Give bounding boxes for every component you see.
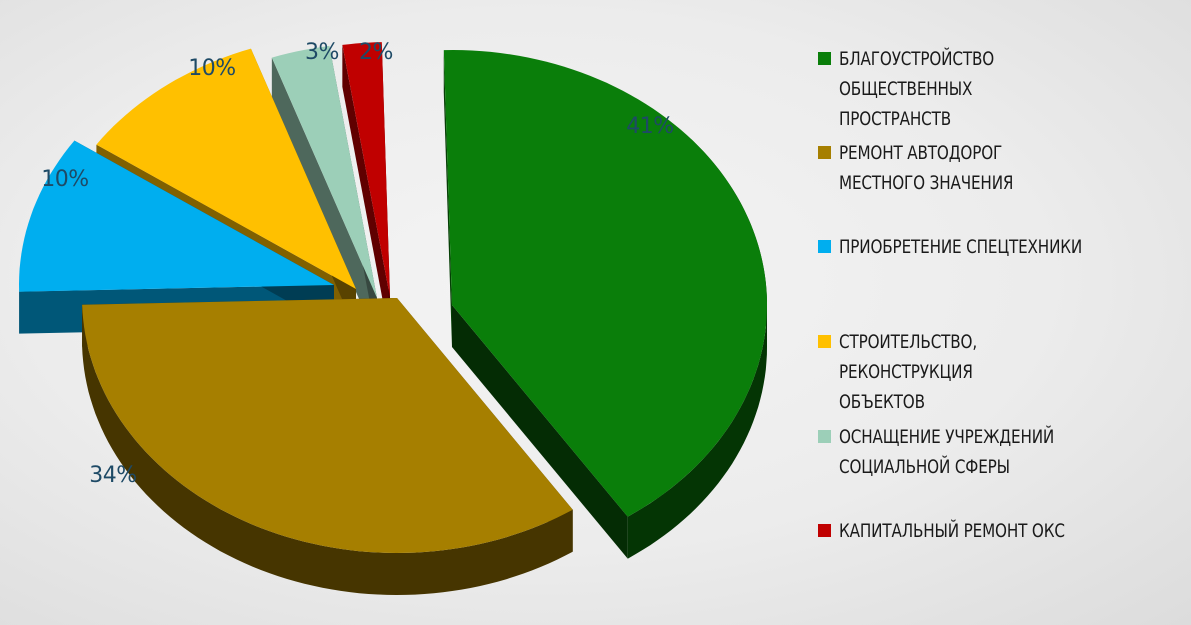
legend-swatch bbox=[818, 52, 831, 65]
pie-value-label: 10% bbox=[188, 56, 235, 81]
legend-label: РЕМОНТ АВТОДОРОГ МЕСТНОГО ЗНАЧЕНИЯ bbox=[839, 142, 1014, 194]
pie-slice-special-equipment bbox=[19, 140, 334, 292]
legend-item-social-institutions: ОСНАЩЕНИЕ УЧРЕЖДЕНИЙ СОЦИАЛЬНОЙ СФЕРЫ bbox=[818, 422, 1178, 482]
legend-item-construction: СТРОИТЕЛЬСТВО, РЕКОНСТРУКЦИЯ ОБЪЕКТОВ bbox=[818, 327, 1178, 417]
pie-chart: 41% 34% 10% 10% 3% 2% bbox=[19, 40, 767, 595]
legend-label: СТРОИТЕЛЬСТВО, РЕКОНСТРУКЦИЯ ОБЪЕКТОВ bbox=[839, 331, 978, 413]
pie-slice-capital-repair bbox=[342, 42, 390, 297]
pie-value-label: 41% bbox=[626, 114, 673, 139]
legend-swatch bbox=[818, 240, 831, 253]
pie-slice-construction bbox=[96, 48, 357, 289]
legend-item-capital-repair: КАПИТАЛЬНЫЙ РЕМОНТ ОКС bbox=[818, 516, 1178, 546]
pie-value-label: 10% bbox=[41, 167, 88, 192]
legend-swatch bbox=[818, 430, 831, 443]
pie-slice-public-spaces bbox=[443, 50, 767, 517]
pie-value-label: 3% bbox=[305, 40, 339, 65]
legend-label: ПРИОБРЕТЕНИЕ СПЕЦТЕХНИКИ bbox=[839, 236, 1083, 258]
legend-swatch bbox=[818, 524, 831, 537]
legend-item-public-spaces: БЛАГОУСТРОЙСТВО ОБЩЕСТВЕННЫХ ПРОСТРАНСТВ bbox=[818, 44, 1178, 134]
legend-item-roads: РЕМОНТ АВТОДОРОГ МЕСТНОГО ЗНАЧЕНИЯ bbox=[818, 138, 1178, 198]
pie-slice-roads bbox=[82, 298, 573, 553]
legend-label: БЛАГОУСТРОЙСТВО ОБЩЕСТВЕННЫХ ПРОСТРАНСТВ bbox=[839, 48, 995, 130]
legend-label: КАПИТАЛЬНЫЙ РЕМОНТ ОКС bbox=[839, 520, 1065, 542]
pie-value-label: 2% bbox=[359, 40, 393, 65]
chart-legend: БЛАГОУСТРОЙСТВО ОБЩЕСТВЕННЫХ ПРОСТРАНСТВ… bbox=[818, 0, 1188, 625]
legend-item-special-equipment: ПРИОБРЕТЕНИЕ СПЕЦТЕХНИКИ bbox=[818, 232, 1178, 262]
pie-value-label: 34% bbox=[89, 463, 136, 488]
legend-swatch bbox=[818, 146, 831, 159]
pie-slice-social-institutions bbox=[271, 45, 377, 299]
legend-label: ОСНАЩЕНИЕ УЧРЕЖДЕНИЙ СОЦИАЛЬНОЙ СФЕРЫ bbox=[839, 426, 1055, 478]
legend-swatch bbox=[818, 335, 831, 348]
